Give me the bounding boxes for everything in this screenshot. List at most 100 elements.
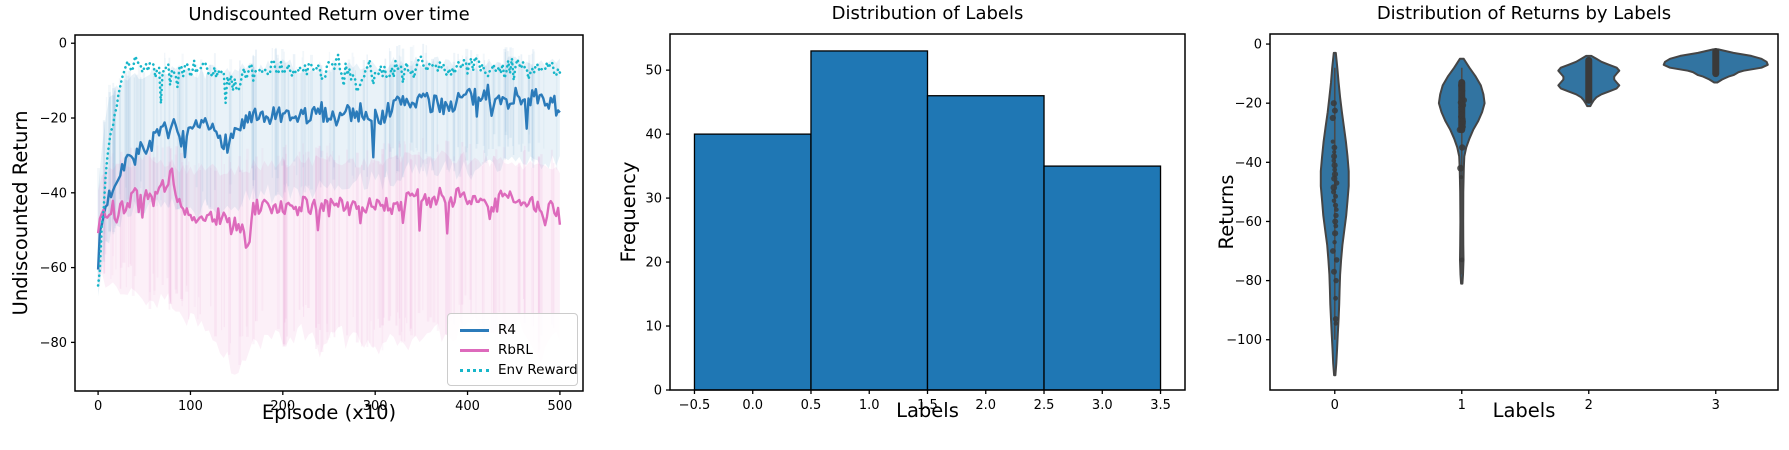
violin-point xyxy=(1459,175,1464,180)
svg-text:200: 200 xyxy=(270,399,295,414)
haze-streaks xyxy=(97,43,558,286)
svg-text:−0.5: −0.5 xyxy=(679,398,711,413)
svg-text:30: 30 xyxy=(645,192,662,207)
svg-text:−80: −80 xyxy=(40,336,67,351)
svg-text:1.0: 1.0 xyxy=(859,398,880,413)
svg-text:−100: −100 xyxy=(1226,333,1262,348)
violin-point xyxy=(1459,144,1466,151)
svg-text:100: 100 xyxy=(178,399,203,414)
violin-point xyxy=(1331,198,1337,204)
r4-line-swatch xyxy=(460,328,489,332)
svg-text:0.5: 0.5 xyxy=(801,398,822,413)
violin-point xyxy=(1331,162,1338,169)
violin-point xyxy=(1332,202,1339,208)
legend-row-rbrl: RbRL xyxy=(460,341,567,359)
histogram-xlabel: Labels xyxy=(896,399,959,422)
svg-text:2.5: 2.5 xyxy=(1034,398,1055,413)
svg-text:10: 10 xyxy=(645,320,662,335)
violin-point xyxy=(1333,295,1338,301)
legend-label-rbrl: RbRL xyxy=(498,342,533,358)
axes-frame xyxy=(1269,33,1779,391)
histogram: −0.5 0.0 0.5 1.0 1.5 2.0 2.5 3.0 3.5 0 10 20 30 40 50 xyxy=(645,33,1186,413)
violin-point xyxy=(1330,248,1336,254)
svg-text:−80: −80 xyxy=(1235,274,1262,289)
histogram-title: Distribution of Labels xyxy=(831,3,1024,24)
svg-text:1: 1 xyxy=(1458,398,1466,413)
violin-point xyxy=(1330,100,1337,107)
svg-text:0: 0 xyxy=(1254,38,1262,53)
violin-point xyxy=(1332,167,1338,173)
svg-text:1.5: 1.5 xyxy=(917,398,938,413)
legend-label-r4: R4 xyxy=(498,322,516,338)
violin-point xyxy=(1332,240,1337,245)
violin-point xyxy=(1332,218,1339,225)
violin-point xyxy=(1330,139,1335,144)
violin-point xyxy=(1331,189,1337,195)
svg-text:20: 20 xyxy=(645,256,662,271)
histogram-bar xyxy=(693,133,812,391)
violin-point xyxy=(1329,114,1336,122)
violin-point xyxy=(1333,277,1339,284)
line-chart-ylabel: Undiscounted Return xyxy=(9,110,32,316)
legend-row-r4: R4 xyxy=(460,321,567,339)
svg-text:−40: −40 xyxy=(40,186,67,201)
violin-point xyxy=(1331,144,1338,151)
violin-point xyxy=(1333,257,1340,263)
svg-text:0: 0 xyxy=(59,37,67,52)
histogram-bar xyxy=(810,50,929,391)
svg-text:2: 2 xyxy=(1585,398,1593,413)
violin-point xyxy=(1331,175,1338,182)
violin-point xyxy=(1332,316,1339,322)
svg-text:40: 40 xyxy=(645,128,662,143)
histogram-bar xyxy=(1043,165,1162,391)
series-line-r4 xyxy=(96,83,561,270)
line-chart-xlabel: Episode (x10) xyxy=(261,401,397,424)
violin-point xyxy=(1333,223,1339,229)
violin-point xyxy=(1459,257,1465,263)
violin-point xyxy=(1330,184,1338,191)
svg-text:3.5: 3.5 xyxy=(1150,398,1171,413)
env-reward-line-swatch xyxy=(460,368,489,372)
violin-point xyxy=(1331,268,1337,275)
violin-plot: 0 1 2 3 0 −20 −40 −60 −80 −100 xyxy=(1226,33,1779,413)
svg-text:50: 50 xyxy=(645,64,662,79)
svg-text:−20: −20 xyxy=(40,112,67,127)
series-line-env-reward xyxy=(96,53,562,287)
line-chart-title: Undiscounted Return over time xyxy=(188,4,470,25)
violin-point xyxy=(1457,164,1464,172)
violin-chart-xlabel: Labels xyxy=(1492,399,1556,422)
violin-point xyxy=(1333,321,1339,326)
svg-text:0: 0 xyxy=(654,384,662,399)
violin-point xyxy=(1333,193,1338,199)
legend-label-env-reward: Env Reward xyxy=(498,362,578,378)
rbrl-line-swatch xyxy=(460,348,489,352)
svg-text:−60: −60 xyxy=(40,261,67,276)
histogram-bar xyxy=(926,95,1045,391)
violin-chart-title: Distribution of Returns by Labels xyxy=(1376,3,1672,24)
svg-text:0.0: 0.0 xyxy=(742,398,763,413)
svg-text:3: 3 xyxy=(1712,398,1720,413)
svg-text:0: 0 xyxy=(94,399,102,414)
svg-text:−20: −20 xyxy=(1235,97,1262,112)
violin-point xyxy=(1332,230,1339,237)
svg-text:500: 500 xyxy=(547,399,572,414)
violin-point xyxy=(1331,158,1337,164)
violin-point xyxy=(1334,180,1340,186)
series-line-rbrl xyxy=(96,167,562,249)
violin-point xyxy=(1456,126,1464,133)
svg-text:3.0: 3.0 xyxy=(1092,398,1113,413)
svg-text:400: 400 xyxy=(455,399,480,414)
legend-row-env-reward: Env Reward xyxy=(460,361,578,379)
violin-point xyxy=(1333,212,1339,219)
line-chart: 0 100 200 300 400 500 0 −20 −40 −60 −80 xyxy=(40,34,584,414)
violin-point xyxy=(1332,149,1337,155)
histogram-ylabel: Frequency xyxy=(617,161,640,263)
svg-text:300: 300 xyxy=(363,399,388,414)
haze-streaks xyxy=(103,137,555,366)
violin-point xyxy=(1331,153,1338,160)
svg-text:0: 0 xyxy=(1331,398,1339,413)
legend: R4 RbRL Env Reward xyxy=(447,313,578,386)
violin-point xyxy=(1331,107,1338,114)
